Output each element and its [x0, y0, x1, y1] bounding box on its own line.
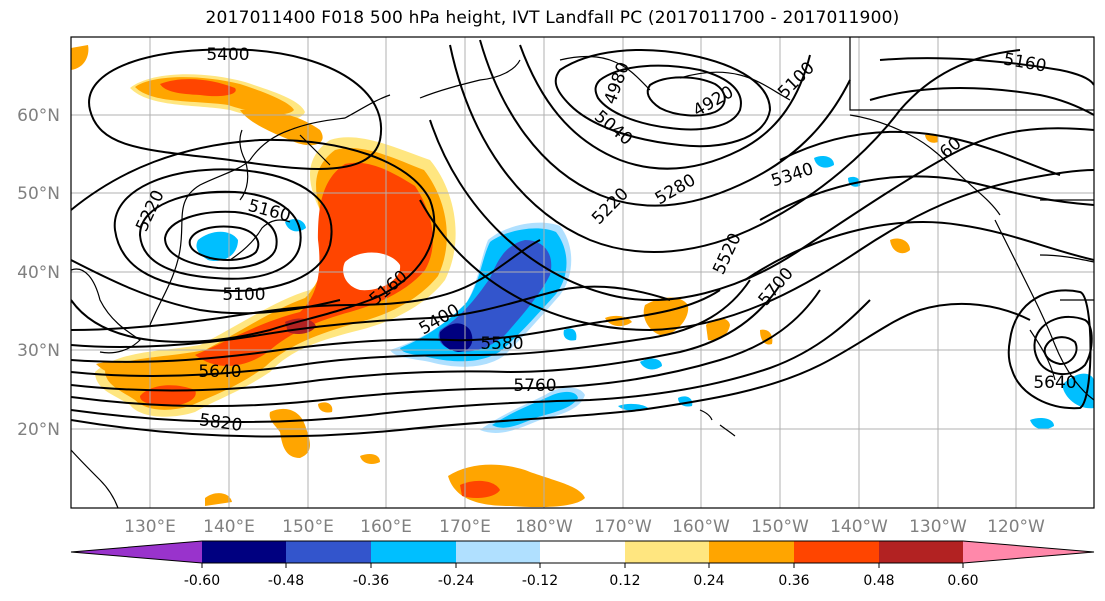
contour-label: 5580: [480, 334, 523, 354]
ivt-positive-region: [71, 45, 89, 70]
coastlines: [71, 37, 1094, 508]
ivt-negative-region: [814, 156, 834, 168]
colorbar-tick-label: 0.12: [609, 573, 640, 589]
lon-tick-label: 130°E: [124, 517, 176, 537]
colorbar-tick-label: -0.48: [268, 573, 304, 589]
lon-tick-label: 180°W: [515, 517, 573, 537]
colorbar-tick-label: 0.24: [693, 573, 724, 589]
lon-tick-label: 160°W: [672, 517, 730, 537]
ivt-negative-region: [439, 323, 473, 352]
ivt-negative-region: [285, 219, 306, 232]
ivt-positive-region: [643, 297, 689, 336]
height-contours: [71, 39, 1094, 438]
lon-tick-label: 160°E: [360, 517, 412, 537]
ivt-positive-region: [925, 133, 939, 143]
lon-tick-label: 140°W: [830, 517, 888, 537]
ivt-positive-region: [96, 362, 140, 376]
ivt-positive-region: [760, 329, 773, 345]
lon-tick-label: 140°E: [203, 517, 255, 537]
lat-tick-label: 60°N: [17, 106, 60, 126]
ivt-negative-region: [1030, 418, 1054, 430]
colorbar-tick-label: -0.12: [522, 573, 558, 589]
lon-tick-label: 120°W: [987, 517, 1045, 537]
lon-tick-label: 150°W: [751, 517, 809, 537]
lon-axis: 130°E 140°E 150°E 160°E 170°E 180°W 170°…: [124, 517, 1045, 537]
colorbar-tick-label: -0.60: [184, 573, 220, 589]
map-title: 2017011400 F018 500 hPa height, IVT Land…: [205, 8, 900, 28]
colorbar: -0.60 -0.48 -0.36 -0.24 -0.12 0.12 0.24 …: [70, 540, 1095, 589]
lon-tick-label: 130°W: [909, 517, 967, 537]
lat-tick-label: 40°N: [17, 263, 60, 283]
colorbar-segment: [371, 541, 456, 563]
contour-label: 5640: [198, 362, 241, 382]
contour-label: 5640: [1033, 373, 1076, 393]
contour-label: 5760: [513, 376, 556, 396]
colorbar-segment: [456, 541, 540, 563]
ivt-shading: [71, 45, 1094, 508]
contour-label: 5100: [222, 285, 265, 305]
ivt-positive-region: [205, 493, 232, 506]
colorbar-segment: [709, 541, 794, 563]
colorbar-tick-label: 0.48: [863, 573, 894, 589]
map-border: [70, 36, 1095, 509]
ivt-positive-region: [360, 454, 380, 464]
lon-tick-label: 170°E: [439, 517, 491, 537]
colorbar-segment: [879, 541, 963, 563]
colorbar-segment: [794, 541, 879, 563]
ivt-negative-region: [640, 358, 662, 370]
lat-tick-label: 30°N: [17, 341, 60, 361]
colorbar-tick-label: 0.60: [947, 573, 978, 589]
colorbar-segment: [71, 541, 202, 563]
lon-tick-label: 170°W: [594, 517, 652, 537]
lat-tick-label: 50°N: [17, 184, 60, 204]
colorbar-tick-label: 0.36: [778, 573, 809, 589]
colorbar-segment: [963, 541, 1094, 563]
colorbar-tick-label: -0.24: [438, 573, 474, 589]
ivt-negative-region: [563, 328, 577, 341]
lon-tick-label: 150°E: [282, 517, 334, 537]
ivt-positive-region: [160, 79, 236, 97]
colorbar-segment: [286, 541, 371, 563]
ivt-negative-region: [196, 231, 238, 262]
ivt-positive-region: [890, 238, 910, 254]
ivt-negative-region: [438, 240, 552, 352]
lat-tick-label: 20°N: [17, 420, 60, 440]
colorbar-tick-label: -0.36: [353, 573, 389, 589]
ivt-positive-region: [140, 162, 433, 407]
colorbar-segment: [540, 541, 625, 563]
colorbar-segment: [625, 541, 709, 563]
lat-axis: 60°N 50°N 40°N 30°N 20°N: [17, 106, 60, 440]
ivt-positive-region: [460, 480, 500, 498]
contour-label: 5400: [206, 45, 249, 65]
ivt-positive-region: [318, 402, 333, 413]
colorbar-segment: [202, 541, 286, 563]
